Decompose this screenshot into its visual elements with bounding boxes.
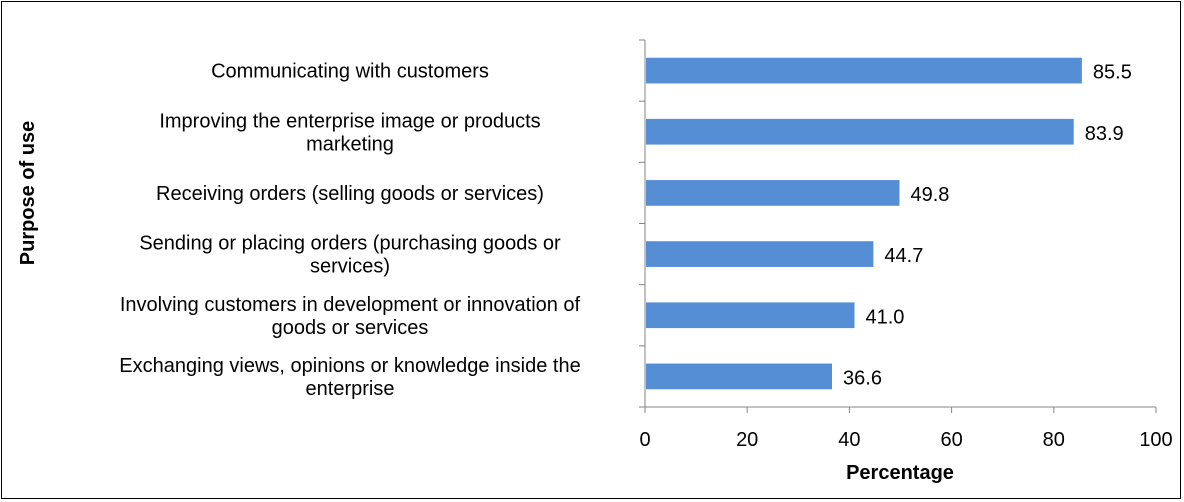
value-label: 36.6 [843,367,882,389]
category-label: Involving customers in development or in… [120,294,581,316]
value-label: 85.5 [1093,62,1132,84]
bar [646,118,1074,145]
category-label: Improving the enterprise image or produc… [159,110,540,132]
category-label: Exchanging views, opinions or knowledge … [119,355,580,377]
x-tick-label: 100 [1139,429,1172,451]
value-labels: 85.5 83.9 49.8 44.7 41.0 36.6 [843,62,1132,390]
value-label: 49.8 [910,184,949,206]
category-labels: Communicating with customers Improving th… [119,61,580,400]
y-axis-title: Purpose of use [17,121,39,265]
bar [646,302,855,329]
x-tick-label: 80 [1043,429,1065,451]
x-tick-label: 60 [940,429,962,451]
bar [646,241,874,267]
value-label: 41.0 [866,306,905,328]
x-tick-label: 0 [639,429,650,451]
category-label: marketing [306,133,394,155]
axis-ticks [639,39,1157,413]
x-tick-label: 40 [838,429,860,451]
category-label: Communicating with customers [211,61,489,83]
category-label: goods or services [272,317,429,339]
category-label: Sending or placing orders (purchasing go… [139,233,561,255]
bar [646,363,833,390]
value-label: 44.7 [884,245,923,267]
x-axis-title: Percentage [846,462,954,484]
bars [646,57,1082,390]
x-tick-label: 20 [736,429,758,451]
value-label: 83.9 [1085,123,1124,145]
x-tick-labels: 0 20 40 60 80 100 [639,429,1172,451]
category-label: enterprise [306,378,395,400]
category-label: services) [310,256,390,278]
category-label: Receiving orders (selling goods or servi… [156,183,544,205]
bar [646,57,1082,84]
bar [646,180,900,206]
